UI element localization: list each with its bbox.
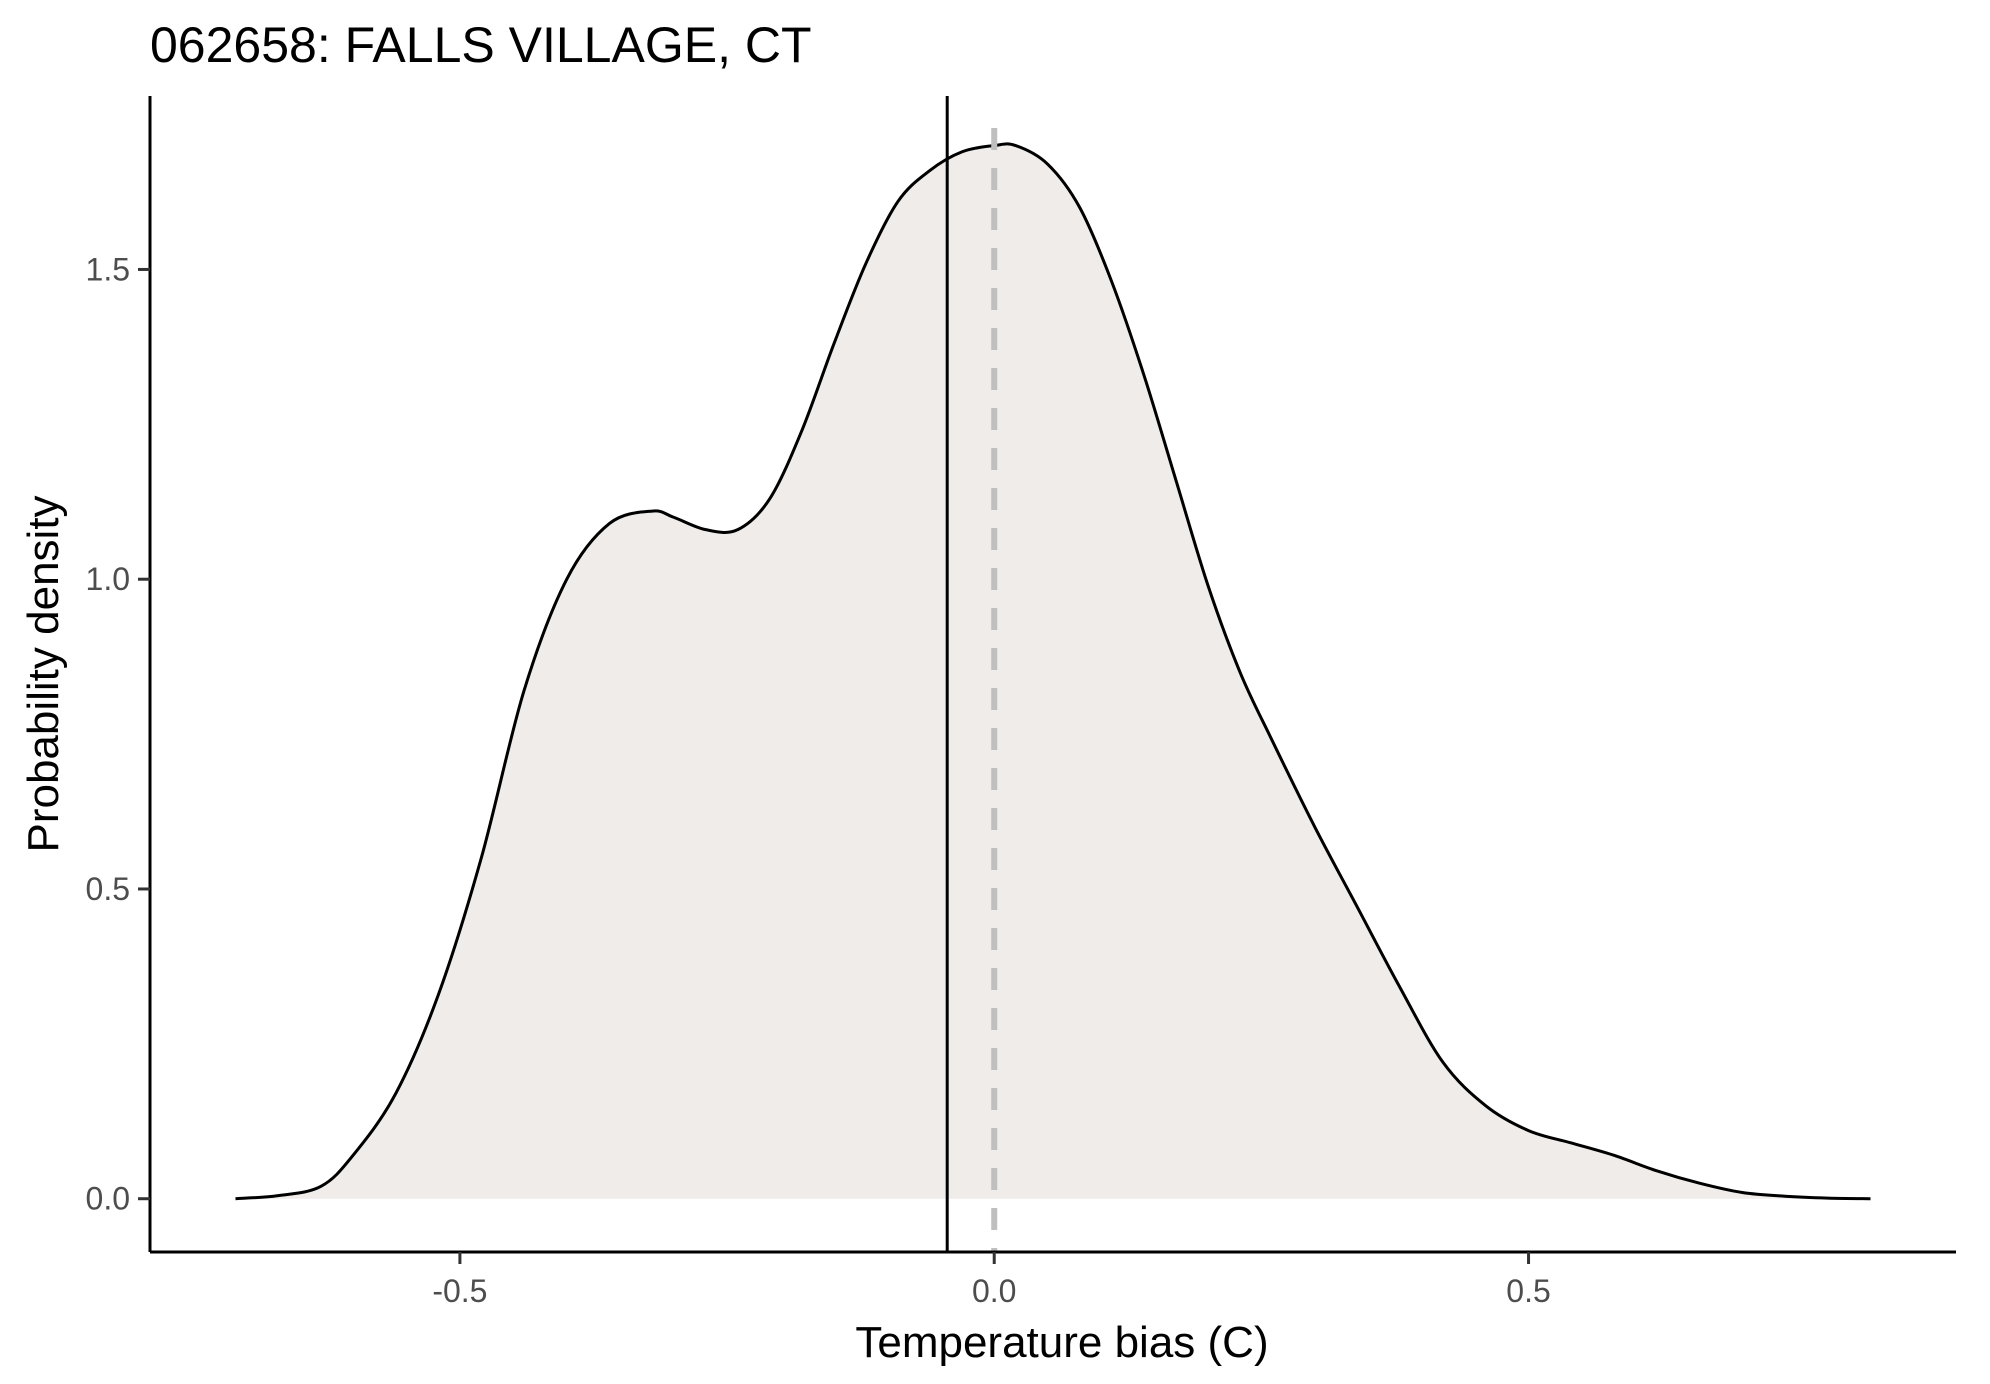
y-tick-label: 1.0 [86, 561, 130, 597]
density-area [235, 143, 1871, 1199]
x-tick-label: 0.5 [1506, 1273, 1550, 1309]
x-axis-ticks: -0.5 0.0 0.5 [432, 1252, 1551, 1309]
y-tick-label: 0.5 [86, 871, 130, 907]
y-tick-label: 1.5 [86, 251, 130, 287]
y-axis-title: Probability density [19, 495, 68, 852]
x-tick-label: -0.5 [432, 1273, 487, 1309]
y-tick-label: 0.0 [86, 1181, 130, 1217]
y-axis-ticks: 0.0 0.5 1.0 1.5 [86, 251, 150, 1217]
density-line [235, 142, 1871, 1201]
x-tick-label: 0.0 [972, 1273, 1016, 1309]
x-axis-title: Temperature bias (C) [855, 1318, 1268, 1367]
chart-title: 062658: FALLS VILLAGE, CT [150, 17, 812, 73]
